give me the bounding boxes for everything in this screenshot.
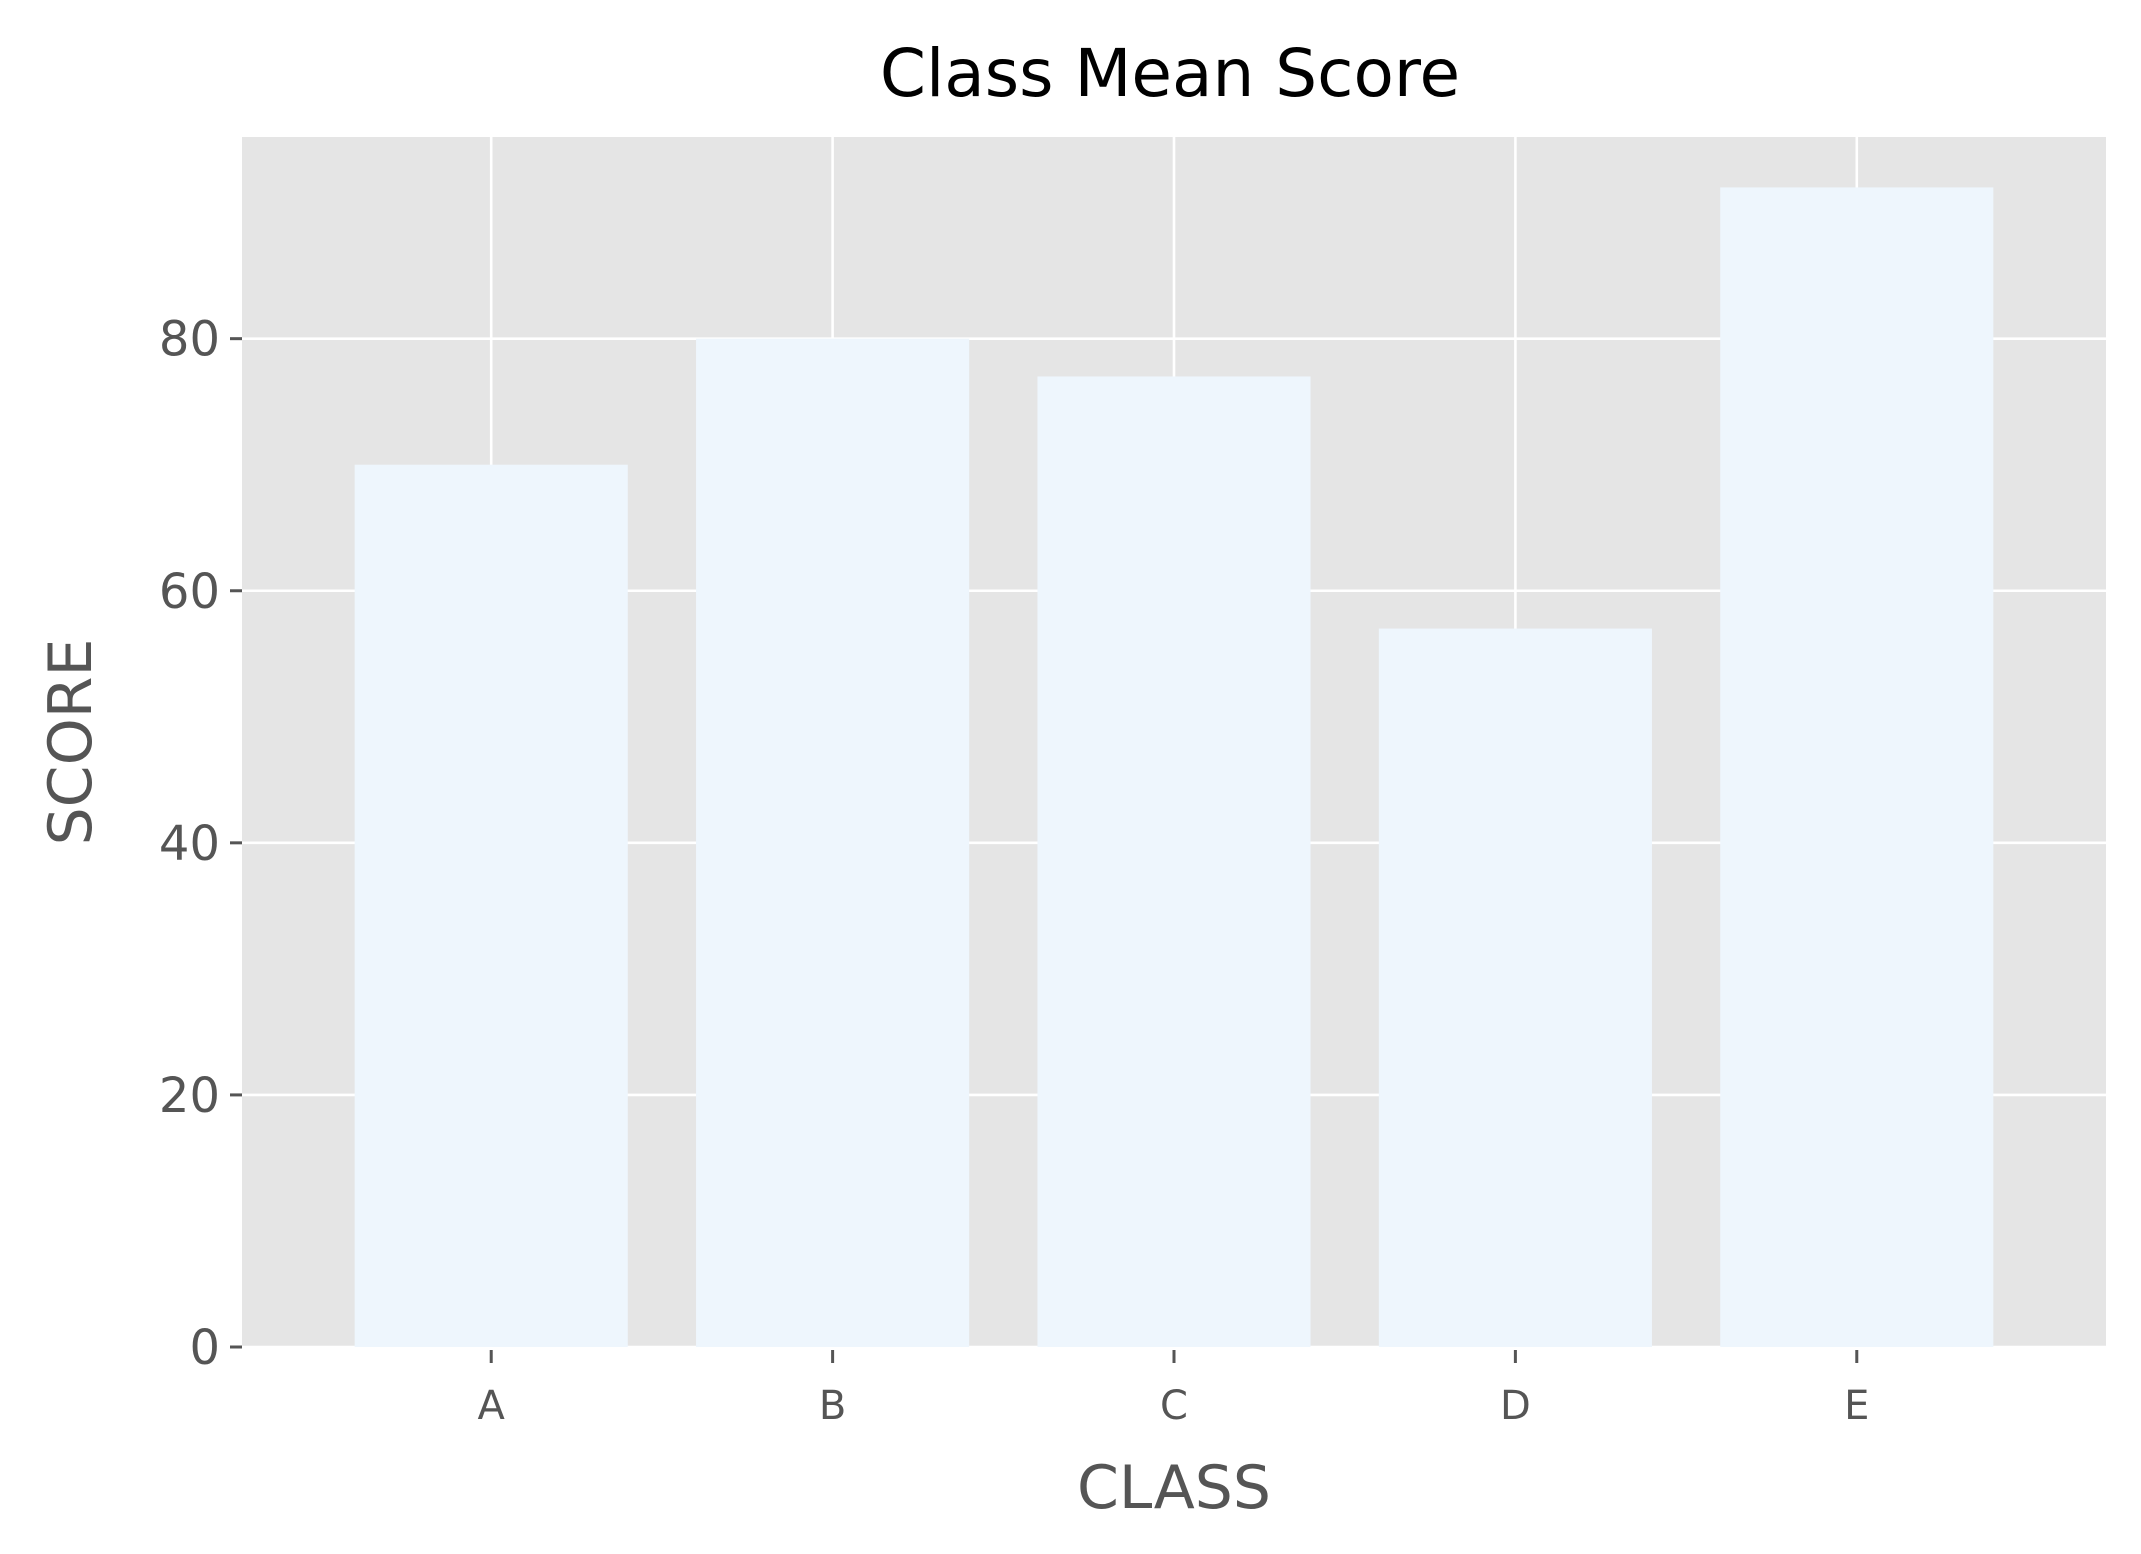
bar-A (354, 464, 628, 1347)
y-tick-label: 80 (159, 312, 220, 368)
y-tick-label: 60 (159, 564, 220, 620)
x-axis-label: CLASS (1077, 1453, 1271, 1523)
y-tick-label: 40 (159, 816, 220, 872)
x-tick-label: B (819, 1383, 846, 1429)
bar-C (1037, 376, 1311, 1348)
bar-E (1720, 187, 1994, 1348)
chart-title: Class Mean Score (880, 35, 1460, 112)
x-tick-label: C (1160, 1383, 1188, 1429)
y-tick-label: 0 (189, 1320, 220, 1376)
x-tick-label: A (478, 1383, 506, 1429)
axis-ticks: 0 20 40 60 80 A B C D E (159, 312, 1870, 1429)
x-tick-label: D (1500, 1383, 1531, 1429)
y-tick-label: 20 (159, 1068, 220, 1124)
bar-D (1378, 628, 1652, 1347)
bar-B (696, 338, 970, 1348)
x-tick-label: E (1844, 1383, 1869, 1429)
y-axis-label: SCORE (36, 639, 106, 846)
bars (354, 187, 1994, 1348)
